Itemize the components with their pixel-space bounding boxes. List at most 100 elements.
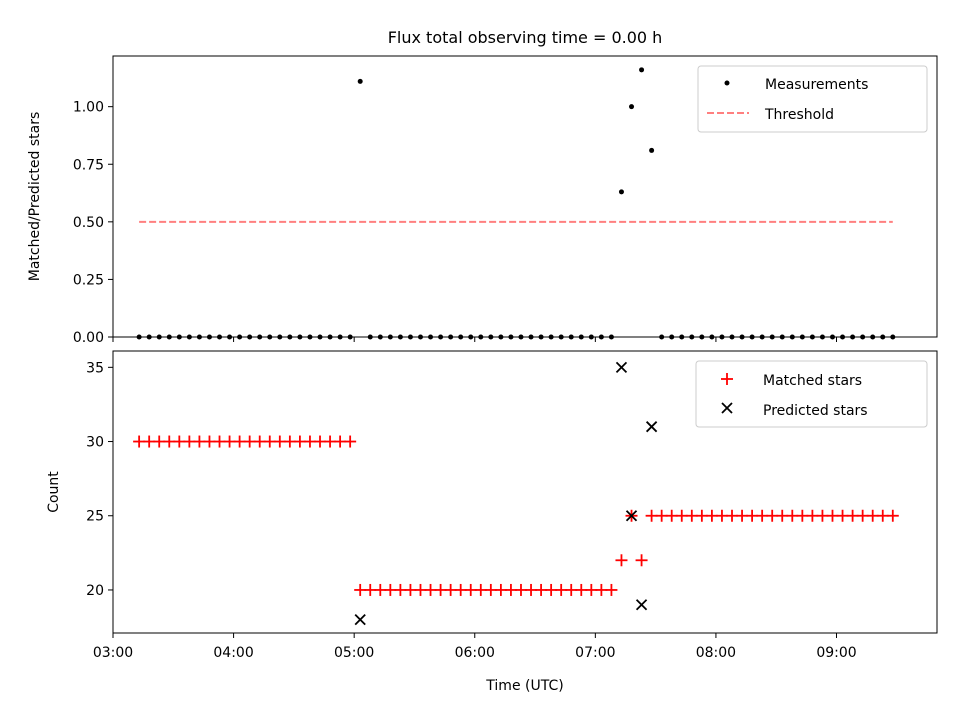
data-point <box>726 509 739 522</box>
top-legend: Measurements Threshold <box>697 65 928 133</box>
data-point <box>374 583 387 596</box>
bottom-y-ticks: 20 25 30 35 <box>86 360 113 599</box>
data-point <box>715 509 728 522</box>
data-point <box>639 67 645 73</box>
data-point <box>163 435 176 448</box>
data-point <box>806 509 819 522</box>
y-tick-label: 0.00 <box>73 330 104 346</box>
data-point <box>344 435 357 448</box>
data-point <box>866 509 879 522</box>
bottom-plot-marks <box>133 361 899 626</box>
data-point <box>263 435 276 448</box>
x-tick-label: 03:00 <box>93 645 133 661</box>
chart-title: Flux total observing time = 0.00 h <box>388 28 663 47</box>
data-point <box>183 435 196 448</box>
data-point <box>354 583 367 596</box>
data-point <box>836 509 849 522</box>
data-point <box>384 583 397 596</box>
data-point <box>615 554 628 567</box>
data-point <box>474 583 487 596</box>
x-tick-label: 09:00 <box>816 645 856 661</box>
bottom-legend-box <box>695 360 928 428</box>
top-y-axis-label: Matched/Predicted stars <box>27 112 43 282</box>
data-point <box>414 583 427 596</box>
top-legend-box <box>697 65 928 133</box>
y-tick-label: 1.00 <box>73 100 104 116</box>
data-point <box>203 435 216 448</box>
data-point <box>665 509 678 522</box>
data-point <box>746 509 759 522</box>
legend-matched-marker <box>721 373 733 385</box>
data-point <box>314 435 327 448</box>
data-point <box>876 509 889 522</box>
data-point <box>243 435 256 448</box>
legend-matched-label: Matched stars <box>763 373 862 389</box>
data-point <box>273 435 286 448</box>
data-point <box>173 435 186 448</box>
data-point <box>143 435 156 448</box>
data-point <box>444 583 457 596</box>
data-point <box>233 435 246 448</box>
legend-measurements-marker <box>724 80 730 86</box>
data-point <box>555 583 568 596</box>
data-point <box>253 435 266 448</box>
x-tick-label: 04:00 <box>213 645 253 661</box>
data-point <box>675 509 688 522</box>
data-point <box>494 583 507 596</box>
data-point <box>816 509 829 522</box>
data-point <box>615 361 628 373</box>
data-point <box>575 583 588 596</box>
data-point <box>565 583 578 596</box>
data-point <box>357 78 363 84</box>
data-point <box>334 435 347 448</box>
data-point <box>635 599 648 611</box>
data-point <box>618 189 624 195</box>
data-point <box>303 435 316 448</box>
legend-threshold-label: Threshold <box>764 107 834 123</box>
data-point <box>293 435 306 448</box>
legend-predicted-label: Predicted stars <box>763 403 868 419</box>
data-point <box>585 583 598 596</box>
data-point <box>223 435 236 448</box>
legend-predicted-marker <box>721 402 733 414</box>
y-tick-label: 0.50 <box>73 215 104 231</box>
data-point <box>846 509 859 522</box>
data-point <box>736 509 749 522</box>
bottom-plot-frame <box>112 350 938 634</box>
data-point <box>776 509 789 522</box>
data-point <box>404 583 417 596</box>
data-point <box>354 614 366 626</box>
data-point <box>133 435 146 448</box>
data-point <box>525 583 538 596</box>
data-point <box>756 509 769 522</box>
data-point <box>484 583 497 596</box>
x-tick-label: 05:00 <box>334 645 374 661</box>
data-point <box>856 509 869 522</box>
legend-measurements-label: Measurements <box>765 77 868 93</box>
x-tick-label: 07:00 <box>575 645 615 661</box>
x-axis-label: Time (UTC) <box>485 678 563 694</box>
data-point <box>629 104 635 110</box>
data-point <box>605 583 618 596</box>
data-point <box>434 583 447 596</box>
data-point <box>649 147 655 153</box>
data-point <box>153 435 166 448</box>
data-point <box>655 509 668 522</box>
bottom-y-axis-label: Count <box>46 471 62 513</box>
data-point <box>705 509 718 522</box>
data-point <box>394 583 407 596</box>
data-point <box>786 509 799 522</box>
data-point <box>324 435 337 448</box>
data-point <box>545 583 558 596</box>
data-point <box>685 509 698 522</box>
top-x-ticks <box>112 337 838 342</box>
top-plot-frame <box>112 55 938 338</box>
data-point <box>635 554 648 567</box>
y-tick-label: 20 <box>86 583 104 599</box>
y-tick-label: 35 <box>86 360 104 376</box>
data-point <box>826 509 839 522</box>
top-y-ticks: 0.00 0.25 0.50 0.75 1.00 <box>73 100 113 346</box>
data-point <box>625 510 638 522</box>
y-tick-label: 25 <box>86 509 104 525</box>
data-point <box>514 583 527 596</box>
